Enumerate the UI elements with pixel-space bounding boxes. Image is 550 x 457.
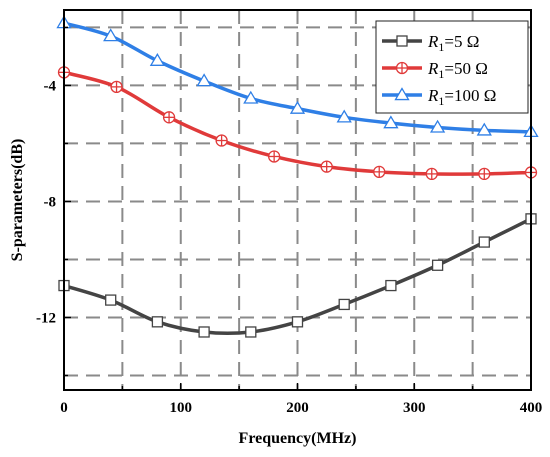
axis-ticks xyxy=(63,26,532,390)
data-point-series-1 xyxy=(338,298,350,311)
data-point-series-2 xyxy=(320,160,333,173)
data-point-series-1 xyxy=(245,326,257,338)
data-point-series-1 xyxy=(198,326,210,338)
legend-item-2: R1=50 Ω xyxy=(382,59,488,81)
x-tick-label: 100 xyxy=(170,400,193,416)
legend-item-1: R1=5 Ω xyxy=(382,32,479,54)
x-tick-label: 400 xyxy=(520,400,543,416)
y-axis-title: S-parameters(dB) xyxy=(9,139,26,262)
data-point-series-2 xyxy=(162,111,176,124)
y-tick-label: -8 xyxy=(44,194,57,210)
x-tick-label: 0 xyxy=(60,400,68,416)
data-point-series-2 xyxy=(478,167,491,181)
data-point-series-1 xyxy=(151,316,164,328)
data-point-series-3 xyxy=(476,122,492,136)
data-point-series-1 xyxy=(105,294,117,306)
data-point-series-3 xyxy=(383,115,399,129)
data-point-series-2 xyxy=(110,80,123,94)
data-point-series-1 xyxy=(291,316,304,328)
data-point-series-3 xyxy=(103,28,119,42)
data-point-series-2 xyxy=(425,167,438,181)
data-point-series-3 xyxy=(243,90,259,104)
y-tick-label: -12 xyxy=(36,310,56,326)
legend-item-3: R1=100 Ω xyxy=(382,86,496,108)
data-point-series-3 xyxy=(289,100,306,114)
legend-marker xyxy=(394,87,410,101)
data-point-series-3 xyxy=(196,73,212,87)
data-point-series-2 xyxy=(215,134,228,147)
legend-label: R1=100 Ω xyxy=(427,86,496,108)
x-tick-label: 200 xyxy=(286,400,309,416)
x-tick-label: 300 xyxy=(403,400,426,416)
data-point-series-2 xyxy=(267,150,281,163)
data-point-series-2 xyxy=(373,165,386,179)
axis-tick-labels: 0 100 200 300 400 -4 -8 -12 xyxy=(36,78,542,416)
y-tick-label: -4 xyxy=(44,78,57,94)
data-point-series-3 xyxy=(336,109,352,123)
x-axis-title: Frequency(MHz) xyxy=(239,430,357,447)
legend: R1=5 Ω R1=50 Ω R1=100 Ω xyxy=(375,20,529,114)
data-point-series-1 xyxy=(431,259,444,271)
data-point-series-1 xyxy=(478,236,490,248)
legend-label: R1=5 Ω xyxy=(427,32,479,54)
legend-marker xyxy=(395,61,409,75)
legend-marker xyxy=(396,35,408,47)
series-line-2 xyxy=(62,70,533,176)
data-point-series-3 xyxy=(149,52,166,66)
data-point-series-1 xyxy=(385,279,397,292)
data-point-series-3 xyxy=(429,119,446,133)
legend-label: R1=50 Ω xyxy=(427,59,488,81)
